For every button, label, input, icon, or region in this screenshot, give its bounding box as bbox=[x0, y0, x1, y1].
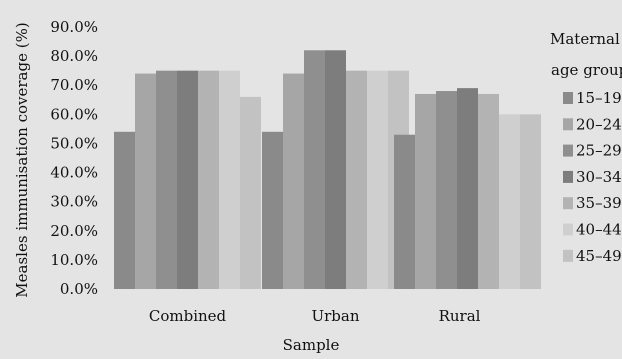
legend-label: 15–19 bbox=[576, 89, 622, 107]
bar-urban-2 bbox=[304, 50, 325, 290]
bar-urban-5 bbox=[367, 70, 388, 290]
bar-rural-5 bbox=[499, 114, 520, 289]
bar-urban-3 bbox=[325, 50, 346, 290]
legend-swatch bbox=[563, 92, 573, 104]
y-tick-label: 50.0% bbox=[50, 134, 98, 152]
legend-label: 35–39 bbox=[576, 194, 622, 212]
y-tick-label: 30.0% bbox=[50, 193, 98, 211]
legend-items: 15–19 20–24 25–29 30–34 35–39 40–44 45–49 bbox=[563, 89, 622, 265]
bar-combined-1 bbox=[135, 73, 156, 289]
bar-combined-6 bbox=[240, 96, 261, 289]
y-tick-label: 60.0% bbox=[50, 105, 98, 123]
legend-swatch bbox=[563, 197, 573, 210]
legend-label: 45–49 bbox=[576, 247, 622, 265]
y-tick-label: 10.0% bbox=[50, 251, 98, 269]
legend-label: 25–29 bbox=[576, 142, 622, 160]
x-tick-label: Combined bbox=[149, 307, 227, 325]
y-tick-label: 20.0% bbox=[50, 222, 98, 240]
bar-combined-4 bbox=[198, 70, 219, 290]
bar-rural-6 bbox=[520, 114, 541, 289]
bar-urban-4 bbox=[346, 70, 367, 290]
bar-urban-1 bbox=[283, 73, 304, 289]
bar-rural-2 bbox=[436, 91, 457, 290]
legend-title-line2: age group bbox=[551, 61, 622, 79]
bars-group bbox=[114, 50, 541, 290]
y-axis-title: Measles immunisation coverage (%) bbox=[13, 22, 31, 297]
x-tick-label: Rural bbox=[439, 307, 481, 325]
bar-rural-0 bbox=[394, 134, 415, 289]
legend: Maternal age group 15–19 20–24 25–29 30–34 3… bbox=[550, 30, 622, 265]
legend-label: 40–44 bbox=[576, 221, 622, 239]
x-axis-title: Sample bbox=[283, 336, 340, 354]
bar-combined-3 bbox=[177, 70, 198, 290]
legend-swatch bbox=[563, 170, 573, 183]
bar-combined-0 bbox=[114, 131, 135, 289]
bar-combined-5 bbox=[219, 70, 240, 290]
legend-swatch bbox=[563, 118, 573, 131]
y-tick-label: 40.0% bbox=[50, 164, 98, 182]
x-tick-label: Urban bbox=[311, 307, 359, 325]
bar-rural-3 bbox=[457, 88, 478, 289]
bar-combined-2 bbox=[156, 70, 177, 290]
y-axis-ticks: 0.0% 10.0% 20.0% 30.0% 40.0% 50.0% 60.0% 70.0% 8… bbox=[50, 18, 98, 298]
y-tick-label: 80.0% bbox=[50, 47, 98, 65]
legend-swatch bbox=[563, 249, 573, 262]
bar-urban-0 bbox=[262, 131, 283, 289]
legend-title-line1: Maternal bbox=[550, 30, 620, 48]
x-axis-ticks: Combined Urban Rural bbox=[149, 307, 481, 325]
y-tick-label: 70.0% bbox=[50, 76, 98, 94]
legend-label: 30–34 bbox=[576, 168, 622, 186]
y-tick-label: 0.0% bbox=[60, 280, 98, 298]
legend-swatch bbox=[563, 144, 573, 157]
bar-rural-4 bbox=[478, 93, 499, 289]
legend-swatch bbox=[563, 223, 573, 236]
y-tick-label: 90.0% bbox=[50, 18, 98, 36]
bar-rural-1 bbox=[415, 93, 436, 289]
legend-label: 20–24 bbox=[576, 115, 622, 133]
